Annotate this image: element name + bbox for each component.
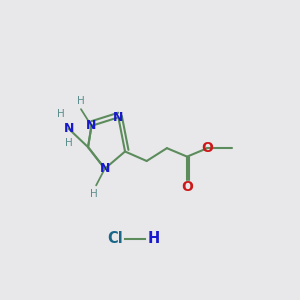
Text: N: N <box>100 162 110 175</box>
Text: H: H <box>57 109 64 118</box>
Text: N: N <box>64 122 74 135</box>
Text: Cl: Cl <box>107 231 123 246</box>
Text: N: N <box>113 111 124 124</box>
Text: O: O <box>181 180 193 194</box>
Text: H: H <box>148 231 160 246</box>
Text: H: H <box>77 96 85 106</box>
Text: H: H <box>90 189 98 200</box>
Text: N: N <box>86 119 97 132</box>
Text: H: H <box>65 137 73 148</box>
Text: O: O <box>201 141 213 155</box>
